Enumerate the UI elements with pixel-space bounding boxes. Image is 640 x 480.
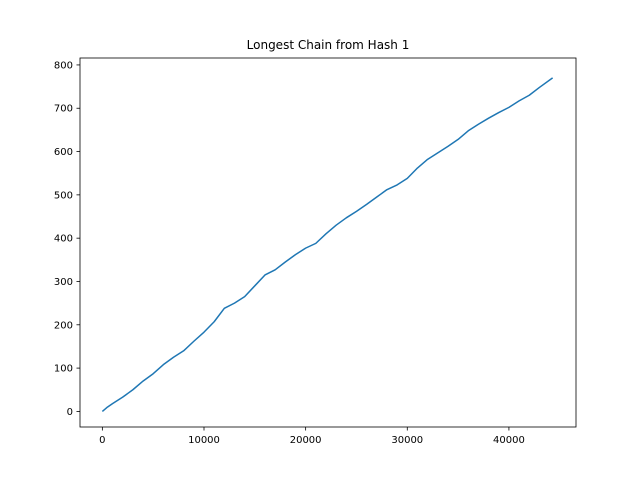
x-tick-label: 10000	[188, 435, 220, 446]
chart-title: Longest Chain from Hash 1	[247, 38, 410, 52]
x-axis: 0 10000 20000 30000 40000	[99, 427, 525, 446]
x-tick-label: 40000	[493, 435, 525, 446]
y-tick-label: 800	[54, 60, 73, 71]
axes-frame	[79, 57, 577, 428]
y-axis: 0 100 200 300 400 500 600 700 800	[54, 60, 80, 418]
y-tick-label: 100	[54, 364, 73, 375]
plot-area	[101, 77, 554, 412]
y-tick-label: 200	[54, 320, 73, 331]
series-line	[101, 77, 554, 412]
y-tick-label: 600	[54, 147, 73, 158]
y-tick-label: 300	[54, 277, 73, 288]
y-tick-label: 400	[54, 234, 73, 245]
y-tick-label: 500	[54, 190, 73, 201]
y-tick-label: 700	[54, 104, 73, 115]
x-tick-label: 20000	[290, 435, 322, 446]
x-tick-label: 0	[99, 435, 105, 446]
x-tick-label: 30000	[391, 435, 423, 446]
y-tick-label: 0	[67, 407, 73, 418]
